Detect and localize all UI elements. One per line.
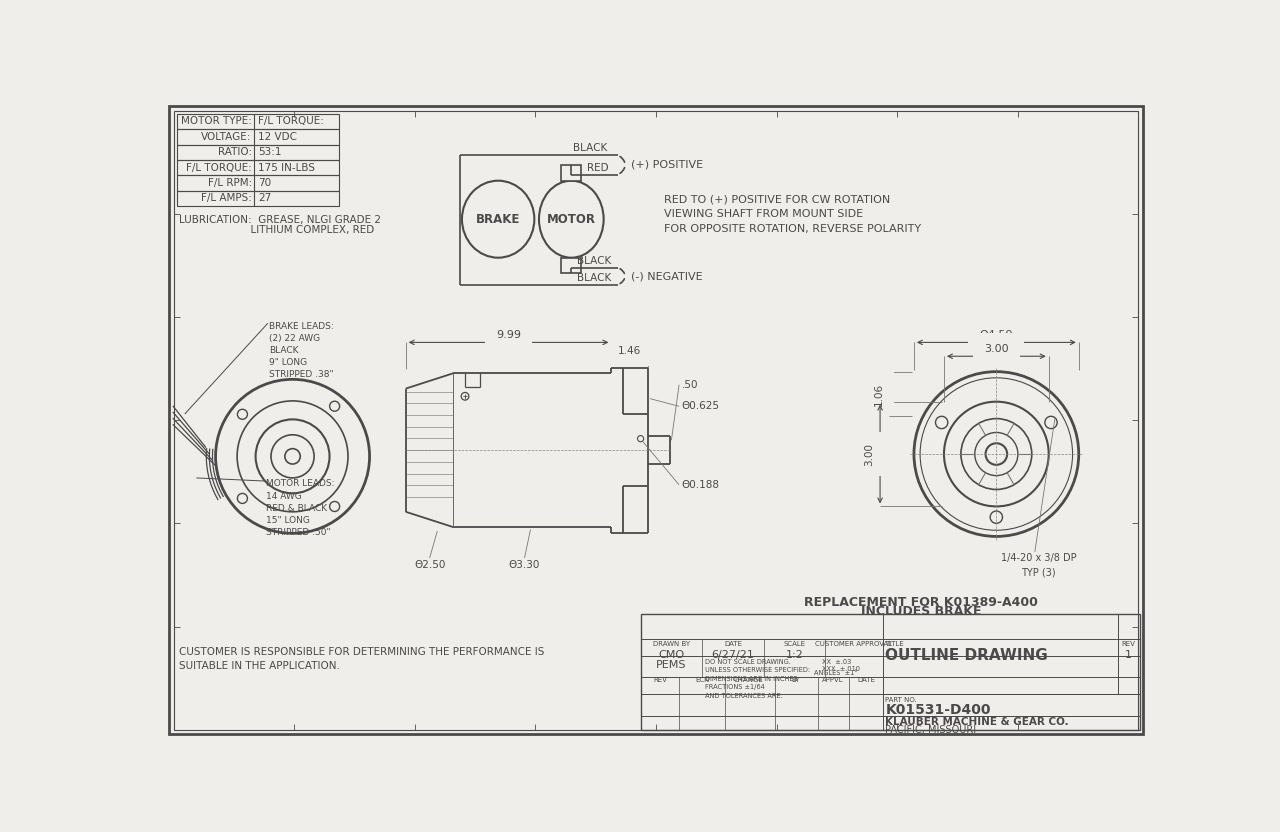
- Text: DRAWN BY: DRAWN BY: [653, 641, 690, 647]
- Text: 70: 70: [257, 178, 271, 188]
- Bar: [562, 258, 581, 273]
- Bar: [177, 145, 339, 160]
- Text: DATE: DATE: [858, 676, 876, 682]
- Text: APPVL: APPVL: [822, 676, 844, 682]
- Text: MOTOR LEADS:
14 AWG
RED & BLACK
15" LONG
STRIPPED .50": MOTOR LEADS: 14 AWG RED & BLACK 15" LONG…: [266, 479, 334, 537]
- Text: DATE: DATE: [724, 641, 742, 647]
- Text: BLACK: BLACK: [577, 273, 612, 283]
- Text: (+) POSITIVE: (+) POSITIVE: [631, 160, 704, 170]
- Text: BY: BY: [792, 676, 800, 682]
- Text: CMO: CMO: [658, 650, 685, 660]
- Bar: [177, 191, 339, 206]
- Text: BRAKE: BRAKE: [476, 213, 521, 225]
- Text: 175 IN-LBS: 175 IN-LBS: [257, 162, 315, 172]
- Text: 1: 1: [1125, 650, 1133, 660]
- Text: Θ0.625: Θ0.625: [681, 401, 719, 411]
- Text: RED: RED: [588, 162, 609, 172]
- Text: F/L TORQUE:: F/L TORQUE:: [186, 162, 252, 172]
- Text: KLAUBER MACHINE & GEAR CO.: KLAUBER MACHINE & GEAR CO.: [886, 717, 1069, 727]
- Text: F/L RPM:: F/L RPM:: [207, 178, 252, 188]
- Text: TITLE: TITLE: [886, 641, 904, 647]
- Bar: [177, 129, 339, 145]
- Text: Θ4.59: Θ4.59: [979, 330, 1014, 340]
- Text: 1:2: 1:2: [786, 650, 804, 660]
- Text: CUSTOMER APPROVAL: CUSTOMER APPROVAL: [815, 641, 892, 647]
- Text: ECN: ECN: [695, 676, 709, 682]
- Bar: [640, 614, 1139, 730]
- Text: .50: .50: [681, 379, 698, 389]
- Text: CHANGE: CHANGE: [733, 676, 763, 682]
- Text: CUSTOMER IS RESPONSIBLE FOR DETERMINING THE PERFORMANCE IS
SUITABLE IN THE APPLI: CUSTOMER IS RESPONSIBLE FOR DETERMINING …: [179, 646, 544, 671]
- Text: Θ3.30: Θ3.30: [509, 560, 540, 570]
- Text: XX  ±.03
XXX  ±.010: XX ±.03 XXX ±.010: [822, 659, 860, 672]
- Text: 9.99: 9.99: [497, 330, 521, 340]
- Text: VOLTAGE:: VOLTAGE:: [201, 131, 252, 141]
- Text: REV: REV: [1121, 641, 1135, 647]
- Text: 3.00: 3.00: [864, 443, 874, 466]
- Text: PACIFIC, MISSOURI: PACIFIC, MISSOURI: [886, 725, 977, 735]
- Text: RED TO (+) POSITIVE FOR CW ROTATION
VIEWING SHAFT FROM MOUNT SIDE
FOR OPPOSITE R: RED TO (+) POSITIVE FOR CW ROTATION VIEW…: [664, 194, 920, 234]
- Text: MOTOR: MOTOR: [547, 213, 595, 225]
- Bar: [177, 160, 339, 176]
- Bar: [177, 114, 339, 129]
- Text: SCALE: SCALE: [783, 641, 805, 647]
- Text: REV: REV: [653, 676, 667, 682]
- Text: MOTOR TYPE:: MOTOR TYPE:: [180, 116, 252, 126]
- Text: 12 VDC: 12 VDC: [257, 131, 297, 141]
- Text: PEMS: PEMS: [657, 661, 686, 671]
- Text: 1/4-20 x 3/8 DP
TYP (3): 1/4-20 x 3/8 DP TYP (3): [1001, 553, 1076, 577]
- Text: LUBRICATION:  GREASE, NLGI GRADE 2: LUBRICATION: GREASE, NLGI GRADE 2: [179, 215, 380, 225]
- Text: REPLACEMENT FOR K01389-A400: REPLACEMENT FOR K01389-A400: [804, 597, 1038, 609]
- Text: BRAKE LEADS:
(2) 22 AWG
BLACK
9" LONG
STRIPPED .38": BRAKE LEADS: (2) 22 AWG BLACK 9" LONG ST…: [270, 322, 334, 379]
- Text: BLACK: BLACK: [577, 255, 612, 265]
- Text: RATIO:: RATIO:: [218, 147, 252, 157]
- Text: ANGLES  ±1°: ANGLES ±1°: [814, 670, 858, 676]
- Text: 1.46: 1.46: [618, 346, 641, 356]
- Text: 27: 27: [257, 193, 271, 203]
- Bar: [177, 176, 339, 191]
- Text: DO NOT SCALE DRAWING.
UNLESS OTHERWISE SPECIFIED:
DIMENSIONS ARE IN INCHES
FRACT: DO NOT SCALE DRAWING. UNLESS OTHERWISE S…: [704, 659, 810, 699]
- Text: OUTLINE DRAWING: OUTLINE DRAWING: [886, 648, 1048, 663]
- Text: PART NO.: PART NO.: [886, 696, 918, 702]
- Text: F/L AMPS:: F/L AMPS:: [201, 193, 252, 203]
- Text: 6/27/21: 6/27/21: [712, 650, 754, 660]
- Text: Θ0.188: Θ0.188: [681, 480, 719, 490]
- Text: K01531-D400: K01531-D400: [886, 703, 991, 716]
- Text: F/L TORQUE:: F/L TORQUE:: [257, 116, 324, 126]
- Text: INCLUDES BRAKE: INCLUDES BRAKE: [860, 606, 982, 618]
- Text: 3.00: 3.00: [984, 344, 1009, 354]
- Text: (-) NEGATIVE: (-) NEGATIVE: [631, 271, 703, 281]
- Bar: [562, 166, 581, 181]
- Text: 1.06: 1.06: [873, 383, 883, 405]
- Text: BLACK: BLACK: [573, 143, 608, 153]
- Text: LITHIUM COMPLEX, RED: LITHIUM COMPLEX, RED: [179, 225, 374, 235]
- Text: 53:1: 53:1: [257, 147, 282, 157]
- Text: Θ2.50: Θ2.50: [413, 560, 445, 570]
